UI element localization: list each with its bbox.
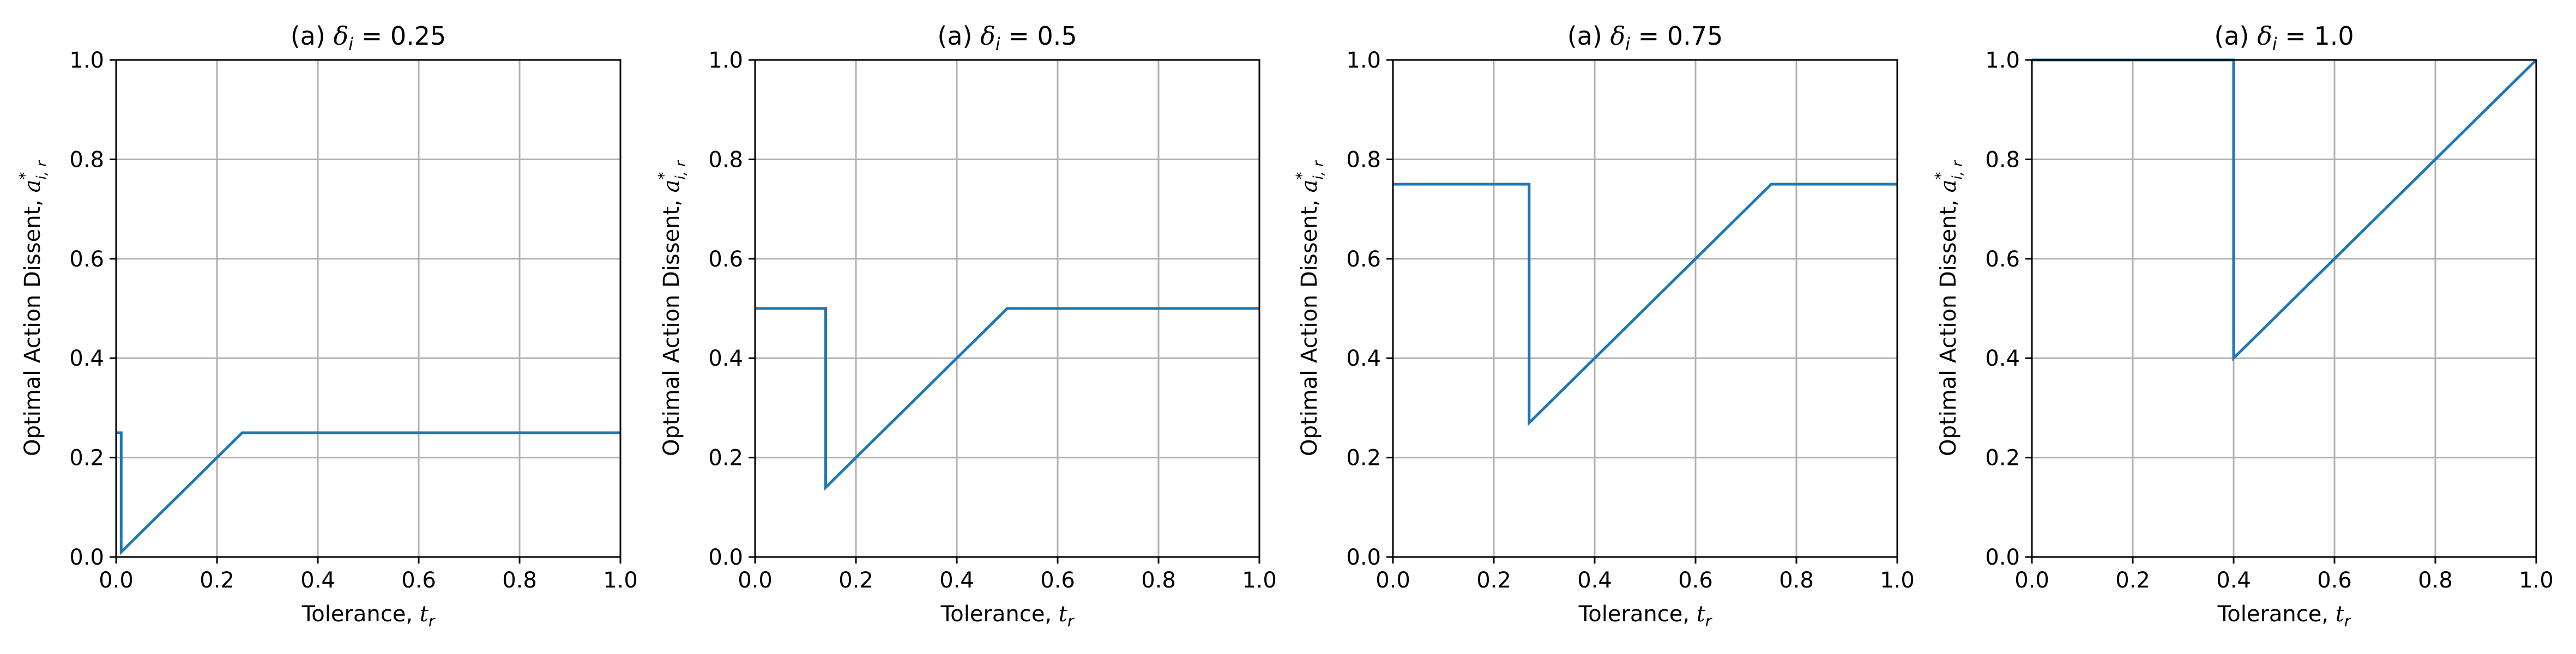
y-tick-label: 1.0 <box>69 48 104 73</box>
y-axis-label: Optimal Action Dissent, a*i, r <box>655 160 689 456</box>
x-tick-label: 1.0 <box>2519 568 2554 593</box>
plot-frame <box>2031 59 2537 558</box>
chart-title: (a) δi = 0.5 <box>937 21 1077 55</box>
x-tick-label: 1.0 <box>1242 568 1277 593</box>
plot-frame <box>754 59 1260 558</box>
x-tick-label: 0.4 <box>2216 568 2251 593</box>
plot-frame <box>1392 59 1898 558</box>
y-tick-label: 1.0 <box>708 48 743 73</box>
plot-frame <box>115 59 622 558</box>
x-tick-label: 0.2 <box>200 568 234 593</box>
x-axis-label: Tolerance, tr <box>301 602 436 630</box>
y-axis-label: Optimal Action Dissent, a*i, r <box>1293 160 1327 456</box>
y-tick-label: 0.4 <box>69 346 104 371</box>
y-tick-label: 0.2 <box>1346 446 1381 471</box>
x-tick-label: 0.4 <box>939 568 974 593</box>
y-tick-label: 0.4 <box>708 346 743 371</box>
x-tick-label: 1.0 <box>1880 568 1915 593</box>
chart-title: (a) δi = 0.25 <box>291 21 447 55</box>
x-tick-label: 0.0 <box>738 568 773 593</box>
x-tick-label: 0.8 <box>2418 568 2453 593</box>
y-tick-label: 1.0 <box>1346 48 1381 73</box>
y-tick-label: 0.8 <box>1985 147 2020 172</box>
series-line-1 <box>755 307 1259 491</box>
y-tick-label: 0.0 <box>69 545 104 570</box>
x-tick-label: 1.0 <box>603 568 638 593</box>
chart-panel-1: 0.0 0.2 0.4 0.6 0.8 1.0 0.0 0.2 0.4 0.6 0.8 1.0 (a) … <box>16 21 638 630</box>
x-tick-label: 0.6 <box>1040 568 1075 593</box>
y-tick-label: 0.4 <box>1985 346 2020 371</box>
y-tick-label: 0.2 <box>69 446 104 471</box>
x-tick-label: 0.0 <box>2014 568 2049 593</box>
y-tick-label: 0.0 <box>708 545 743 570</box>
x-tick-label: 0.6 <box>2317 568 2352 593</box>
x-tick-label: 0.2 <box>1476 568 1511 593</box>
y-tick-label: 0.6 <box>1985 247 2020 272</box>
y-axis-label: Optimal Action Dissent, a*i, r <box>1932 160 1966 456</box>
y-tick-label: 0.0 <box>1985 545 2020 570</box>
x-tick-label: 0.6 <box>1678 568 1713 593</box>
x-axis-label: Tolerance, tr <box>2217 602 2351 630</box>
x-tick-label: 0.4 <box>1577 568 1612 593</box>
y-tick-label: 0.6 <box>1346 247 1381 272</box>
chart-panel-3: 0.0 0.2 0.4 0.6 0.8 1.0 0.0 0.2 0.4 0.6 0.8 1.0 (a) … <box>1293 21 1915 630</box>
series-line-1 <box>116 431 620 555</box>
x-tick-label: 0.2 <box>2115 568 2150 593</box>
y-tick-label: 0.2 <box>708 446 743 471</box>
x-tick-label: 0.0 <box>99 568 134 593</box>
chart-panel-4: 0.0 0.2 0.4 0.6 0.8 1.0 0.0 0.2 0.4 0.6 0.8 1.0 (a) … <box>1932 21 2554 630</box>
chart-title: (a) δi = 0.75 <box>1567 21 1723 55</box>
x-tick-label: 0.8 <box>502 568 537 593</box>
y-tick-label: 1.0 <box>1985 48 2020 73</box>
x-tick-label: 0.4 <box>300 568 335 593</box>
x-axis-label: Tolerance, tr <box>1578 602 1712 630</box>
x-tick-label: 0.2 <box>838 568 873 593</box>
x-tick-label: 0.8 <box>1779 568 1814 593</box>
y-tick-label: 0.8 <box>708 147 743 172</box>
x-axis-label: Tolerance, tr <box>940 602 1075 630</box>
y-tick-label: 0.4 <box>1346 346 1381 371</box>
y-tick-label: 0.8 <box>69 147 104 172</box>
x-tick-label: 0.6 <box>401 568 436 593</box>
y-tick-label: 0.6 <box>69 247 104 272</box>
series-line-1 <box>1393 183 1897 426</box>
chart-panel-2: 0.0 0.2 0.4 0.6 0.8 1.0 0.0 0.2 0.4 0.6 0.8 1.0 (a) … <box>655 21 1277 630</box>
series-line-1 <box>2032 58 2537 362</box>
y-tick-label: 0.2 <box>1985 446 2020 471</box>
chart-title: (a) δi = 1.0 <box>2214 21 2354 55</box>
y-tick-label: 0.6 <box>708 247 743 272</box>
x-tick-label: 0.0 <box>1376 568 1410 593</box>
x-tick-label: 0.8 <box>1141 568 1176 593</box>
y-axis-label: Optimal Action Dissent, a*i, r <box>16 160 50 456</box>
y-tick-label: 0.0 <box>1346 545 1381 570</box>
y-tick-label: 0.8 <box>1346 147 1381 172</box>
